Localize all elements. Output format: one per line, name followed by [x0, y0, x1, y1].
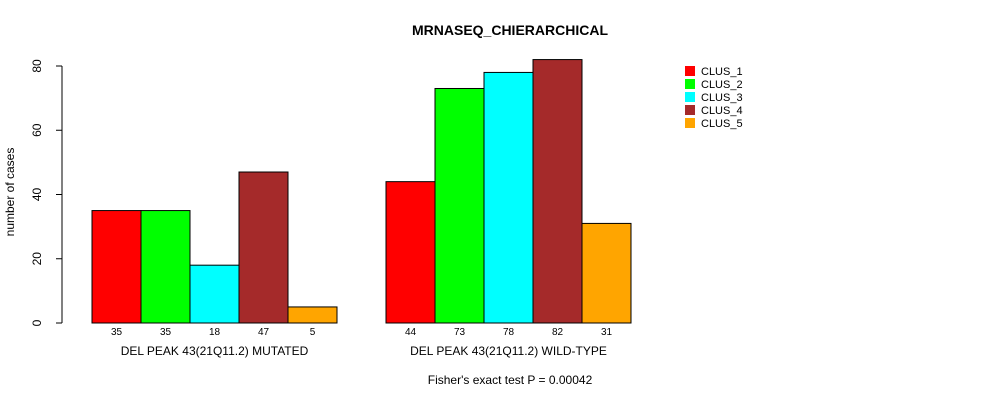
bar-value-label: 35	[111, 327, 123, 338]
legend-swatch-clus-1	[685, 66, 695, 76]
y-tick-label: 80	[30, 59, 44, 73]
bar-wild-type-clus-3	[483, 71, 534, 324]
bar-wild-type-clus-4	[532, 59, 583, 324]
group-label: DEL PEAK 43(21Q11.2) MUTATED	[121, 344, 309, 358]
y-axis: 0 20 40 60 80	[30, 59, 63, 326]
legend-swatch-clus-3	[685, 92, 695, 102]
legend-label: CLUS_5	[701, 118, 743, 130]
y-tick-label: 20	[30, 252, 44, 266]
bar-mutated-clus-4	[238, 171, 289, 324]
bar-value-label: 5	[310, 327, 316, 338]
bar-value-label: 35	[160, 327, 172, 338]
y-tick-label: 60	[30, 123, 44, 137]
bar-mutated-clus-5	[287, 306, 338, 324]
legend-swatch-clus-5	[685, 118, 695, 128]
legend-label: CLUS_4	[701, 105, 743, 117]
bar-wild-type-clus-5	[581, 222, 632, 324]
legend-label: CLUS_3	[701, 92, 743, 104]
y-tick-label: 40	[30, 188, 44, 202]
bar-wild-type-clus-1	[385, 181, 436, 324]
bar-value-label: 18	[209, 327, 221, 338]
bar-value-label: 47	[258, 327, 270, 338]
bar-mutated-clus-2	[140, 210, 191, 324]
bar-value-label: 31	[601, 327, 613, 338]
bar-wild-type-clus-2	[434, 87, 485, 324]
legend-label: CLUS_1	[701, 66, 743, 78]
y-axis-label: number of cases	[3, 148, 17, 237]
legend-swatch-clus-2	[685, 79, 695, 89]
bar-value-label: 82	[552, 327, 564, 338]
bar-mutated-clus-3	[189, 264, 240, 324]
group-label: DEL PEAK 43(21Q11.2) WILD-TYPE	[410, 344, 607, 358]
chart-title: MRNASEQ_CHIERARCHICAL	[412, 22, 608, 38]
legend-swatch-clus-4	[685, 105, 695, 115]
bar-mutated-clus-1	[91, 210, 142, 324]
y-tick-label: 0	[30, 319, 44, 326]
legend-label: CLUS_2	[701, 79, 743, 91]
bar-value-label: 44	[405, 327, 417, 338]
bar-value-label: 73	[454, 327, 466, 338]
footer-text: Fisher's exact test P = 0.00042	[428, 373, 593, 387]
bar-value-label: 78	[503, 327, 515, 338]
